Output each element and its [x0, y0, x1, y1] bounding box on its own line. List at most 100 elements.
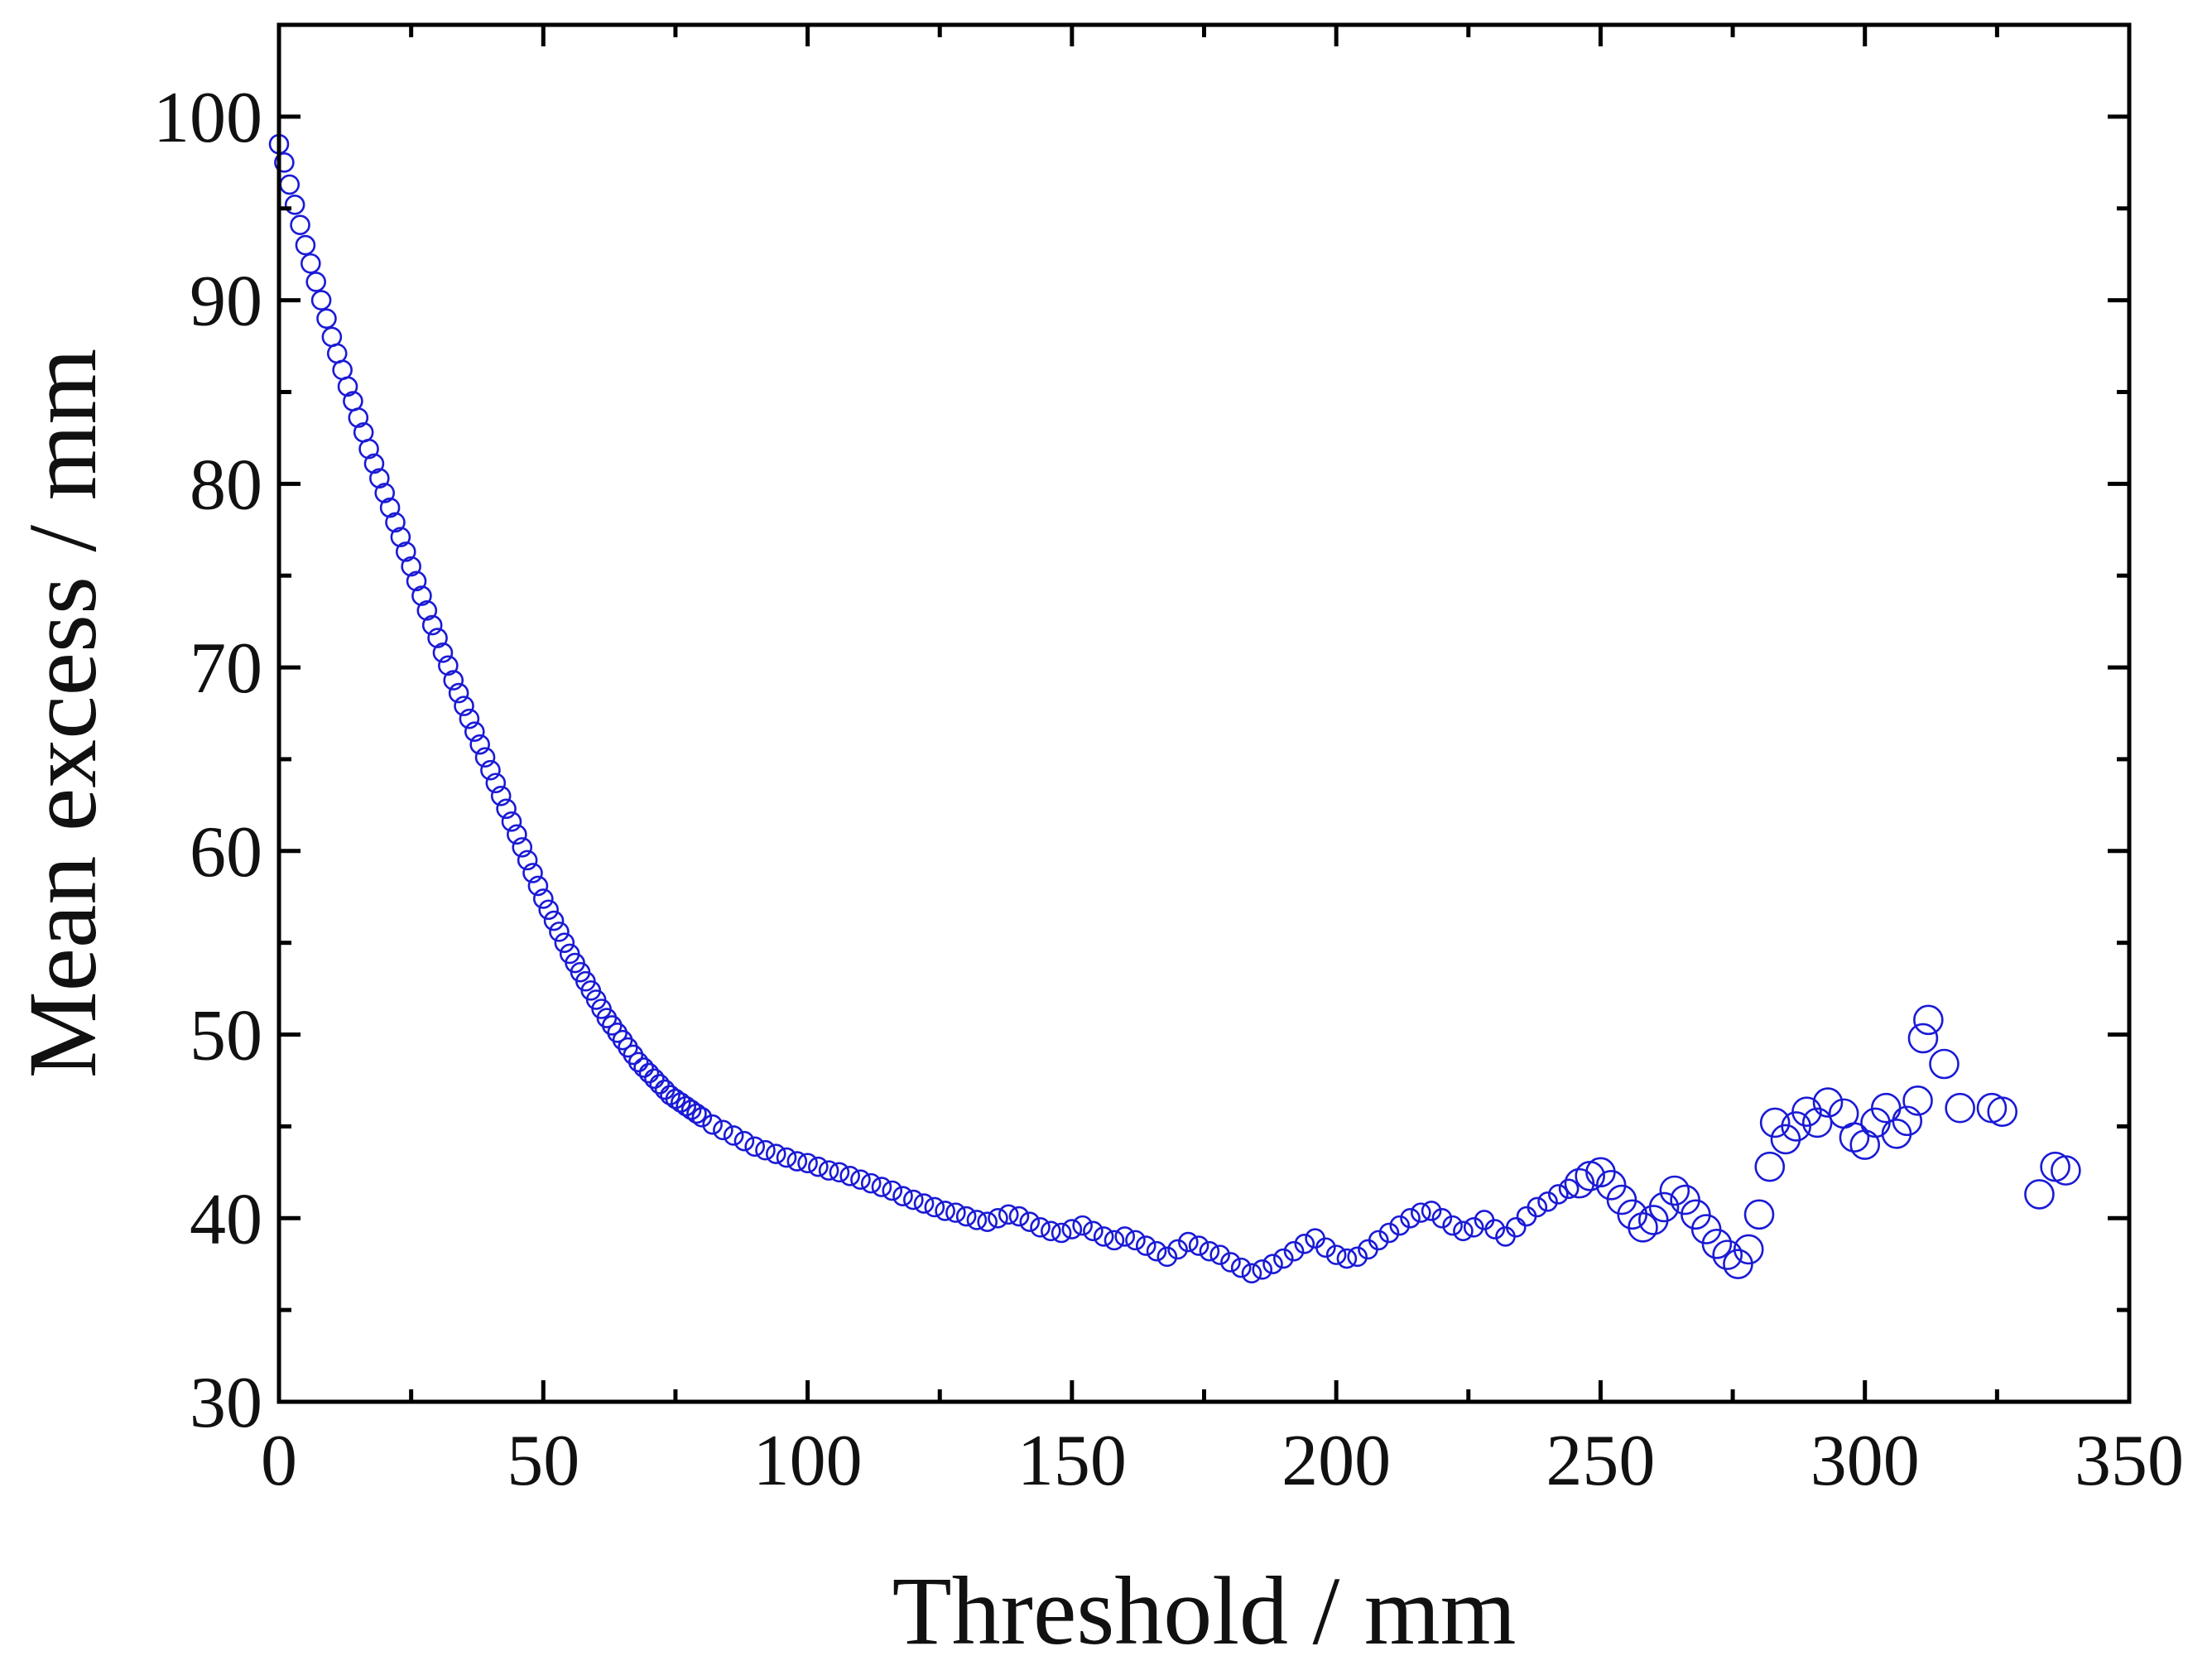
data-point — [1945, 1092, 1975, 1124]
data-point — [644, 1068, 665, 1090]
data-point — [744, 1136, 766, 1158]
data-point — [438, 655, 459, 676]
data-point — [1527, 1196, 1548, 1218]
data-point — [649, 1074, 671, 1095]
data-point — [496, 798, 517, 820]
data-point — [733, 1130, 755, 1152]
data-point — [2024, 1179, 2055, 1210]
data-point — [797, 1153, 818, 1174]
data-point — [532, 888, 554, 909]
data-point — [924, 1196, 945, 1218]
data-point — [1907, 1023, 1939, 1054]
data-point — [1537, 1191, 1558, 1212]
data-point — [295, 234, 316, 256]
data-point — [1881, 1118, 1912, 1149]
data-point — [284, 194, 305, 215]
y-tick-label: 50 — [190, 996, 262, 1076]
data-point — [1648, 1191, 1680, 1223]
data-point — [1178, 1231, 1199, 1253]
data-point — [691, 1107, 713, 1128]
x-axis-tick-labels: 0 50 100 150 200 250 300 350 — [261, 1421, 2184, 1501]
data-point — [1929, 1048, 1960, 1080]
data-point — [501, 811, 522, 832]
data-point — [628, 1052, 649, 1073]
data-point — [512, 837, 533, 858]
data-point — [1146, 1240, 1167, 1262]
data-point — [1558, 1178, 1580, 1200]
data-point — [1913, 1004, 1944, 1036]
data-point — [1347, 1246, 1368, 1268]
data-point — [1294, 1234, 1315, 1254]
data-point — [454, 696, 474, 716]
data-point — [755, 1139, 776, 1161]
data-point — [379, 497, 401, 518]
data-point — [1135, 1235, 1156, 1256]
data-points — [268, 133, 2081, 1284]
data-point — [554, 932, 575, 953]
data-point — [321, 326, 343, 348]
data-point — [882, 1180, 903, 1201]
data-point — [902, 1189, 924, 1211]
data-point — [1743, 1199, 1775, 1230]
y-tick-label: 70 — [190, 628, 262, 709]
data-point — [1453, 1220, 1474, 1242]
data-point — [945, 1202, 966, 1223]
data-point — [358, 438, 379, 460]
data-point — [421, 614, 443, 636]
data-point — [527, 875, 549, 897]
data-point — [443, 670, 464, 691]
x-axis-title: Threshold / mm — [892, 1557, 1517, 1665]
data-point — [1019, 1211, 1041, 1233]
data-point — [517, 850, 538, 871]
y-tick-label: 30 — [190, 1363, 262, 1443]
data-point — [850, 1169, 871, 1191]
data-point — [633, 1057, 654, 1078]
data-point — [818, 1160, 839, 1181]
x-tick-label: 150 — [1017, 1421, 1127, 1501]
data-point — [1209, 1244, 1230, 1265]
data-point — [1093, 1226, 1114, 1247]
x-tick-label: 350 — [2075, 1421, 2184, 1501]
data-point — [1156, 1246, 1178, 1268]
data-point — [860, 1172, 882, 1194]
data-point — [1283, 1240, 1305, 1262]
data-point — [1754, 1151, 1786, 1182]
data-point — [660, 1085, 680, 1106]
data-point — [522, 863, 543, 883]
data-point — [1400, 1207, 1421, 1229]
y-tick-label: 80 — [190, 445, 262, 525]
data-point — [2051, 1155, 2081, 1186]
data-point — [427, 628, 448, 648]
data-point — [1892, 1105, 1923, 1137]
data-point — [1315, 1237, 1336, 1259]
data-point — [385, 512, 406, 533]
data-point — [469, 734, 490, 755]
data-point — [316, 308, 337, 330]
data-point — [680, 1100, 702, 1120]
data-point — [1628, 1212, 1658, 1243]
data-point — [1659, 1175, 1690, 1206]
data-point — [1220, 1252, 1241, 1273]
data-point — [1839, 1122, 1870, 1153]
data-point — [1770, 1124, 1801, 1155]
data-point — [310, 290, 332, 310]
data-point — [1463, 1217, 1484, 1238]
data-point — [374, 483, 396, 503]
axis-ticks — [276, 25, 2132, 1404]
data-point — [1199, 1240, 1220, 1262]
data-point — [1167, 1239, 1188, 1260]
data-point — [1759, 1107, 1791, 1138]
data-point — [332, 359, 353, 381]
y-tick-label: 40 — [190, 1179, 262, 1259]
plot-frame — [276, 22, 2132, 1404]
data-point — [1701, 1229, 1733, 1259]
data-point — [702, 1114, 723, 1135]
x-tick-label: 50 — [507, 1421, 579, 1501]
data-point — [1801, 1107, 1833, 1138]
data-point — [363, 453, 385, 474]
data-point — [1849, 1129, 1881, 1160]
data-point — [1791, 1096, 1822, 1127]
data-point — [1733, 1234, 1764, 1265]
data-point — [786, 1151, 808, 1172]
